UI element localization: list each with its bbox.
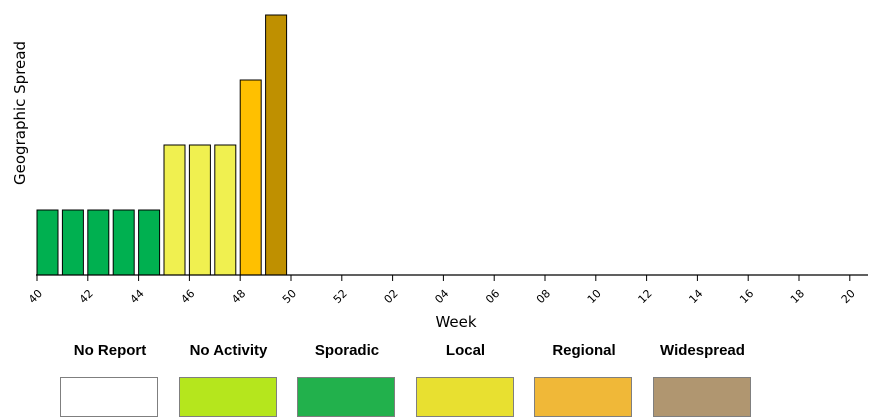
geographic-spread-chart: 40 42 44 46 48 50 52 02 04 06 08 10 12 14 16 18 20 Geogr…	[11, 14, 868, 331]
x-tick-label: 10	[585, 287, 604, 306]
bar-week-49	[265, 14, 288, 276]
bar-week-47	[214, 144, 237, 276]
x-ticks-group: 40 42 44 46 48 50 52 02 04 06 08 10 12 14 16 18 20	[26, 275, 858, 306]
x-axis-label: Week	[435, 313, 476, 331]
x-tick-label: 18	[788, 287, 807, 306]
bar-week-40	[36, 209, 59, 276]
x-tick-label: 08	[534, 287, 553, 306]
legend-label: Local	[445, 342, 486, 359]
bar-week-43	[112, 209, 135, 276]
bar-week-45	[163, 144, 186, 276]
x-tick-label: 48	[229, 287, 248, 306]
legend-label: Sporadic	[314, 342, 380, 359]
legend-label: Regional	[552, 342, 616, 359]
bar-week-46	[188, 144, 211, 276]
y-axis-label: Geographic Spread	[11, 41, 29, 185]
x-tick-label: 46	[178, 287, 197, 306]
x-tick-label: 16	[737, 287, 756, 306]
x-tick-label: 06	[483, 287, 502, 306]
x-tick-label: 14	[686, 287, 705, 306]
legend-swatch	[652, 377, 751, 417]
x-tick-label: 50	[280, 287, 299, 306]
bar-week-44	[138, 209, 161, 276]
x-tick-label: 52	[331, 287, 350, 306]
legend-swatch	[178, 377, 277, 417]
x-tick-label: 12	[636, 287, 655, 306]
x-tick-label: 02	[382, 287, 401, 306]
x-tick-label: 40	[26, 287, 45, 306]
bar-week-42	[87, 209, 110, 276]
legend-label: No Report	[73, 342, 147, 359]
bar-week-41	[61, 209, 84, 276]
x-tick-label: 04	[432, 287, 451, 306]
legend-label: No Activity	[189, 342, 268, 359]
legend-swatch	[534, 377, 632, 417]
legend-swatch	[60, 377, 158, 417]
legend-label: Widespread	[660, 342, 745, 359]
x-tick-label: 42	[77, 287, 96, 306]
legend-swatch	[297, 377, 395, 417]
x-tick-label: 44	[128, 287, 147, 306]
legend-swatch	[415, 377, 514, 417]
x-tick-label: 20	[839, 287, 858, 306]
bar-week-48	[239, 79, 262, 276]
bars-group	[36, 14, 288, 276]
